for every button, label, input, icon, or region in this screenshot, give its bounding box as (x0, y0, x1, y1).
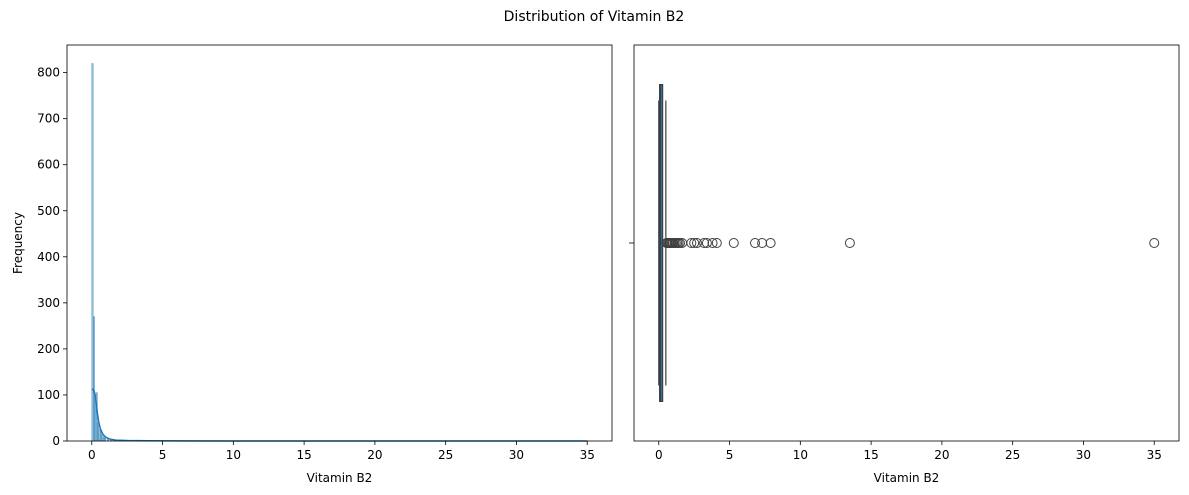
boxplot-x-tick-label: 0 (655, 448, 663, 462)
boxplot-x-ticks: 0 5 10 15 20 25 30 35 (655, 441, 1162, 462)
histogram-x-tick-label: 20 (367, 448, 382, 462)
boxplot-outlier (750, 238, 761, 248)
boxplot-panel: 0 5 10 15 20 25 30 35 Vitamin B2 (629, 44, 1180, 485)
histogram-y-tick-label: 200 (37, 342, 60, 356)
boxplot-outlier (689, 238, 700, 248)
histogram-bar (100, 431, 102, 442)
boxplot-outlier (728, 238, 739, 248)
histogram-x-tick-label: 25 (438, 448, 453, 462)
histogram-bar (98, 429, 101, 442)
histogram-y-tick-label: 700 (37, 112, 60, 126)
histogram-x-axis-label: Vitamin B2 (307, 471, 373, 485)
histogram-y-tick-label: 800 (37, 66, 60, 80)
histogram-x-tick-label: 15 (296, 448, 311, 462)
histogram-bars (91, 63, 143, 442)
histogram-y-tick-label: 0 (52, 434, 60, 448)
histogram-y-tick-label: 100 (37, 388, 60, 402)
boxplot-x-tick-label: 30 (1076, 448, 1091, 462)
kde-line (91, 388, 588, 442)
histogram-axes-frame (66, 44, 613, 442)
histogram-bar (102, 437, 105, 442)
boxplot-x-tick-label: 25 (1005, 448, 1020, 462)
boxplot-x-axis-label: Vitamin B2 (874, 471, 940, 485)
boxplot-outliers (661, 238, 1160, 248)
boxplot-outlier (691, 238, 702, 248)
histogram-y-tick-label: 400 (37, 250, 60, 264)
figure-suptitle: Distribution of Vitamin B2 (504, 9, 685, 25)
histogram-x-ticks: 0 5 10 15 20 25 30 35 (88, 441, 595, 462)
histogram-bar (91, 63, 94, 442)
histogram-y-tick-label: 600 (37, 158, 60, 172)
boxplot-outlier (765, 238, 776, 248)
histogram-x-tick-label: 30 (509, 448, 524, 462)
boxplot-x-tick-label: 10 (793, 448, 808, 462)
histogram-x-tick-label: 5 (159, 448, 167, 462)
boxplot-outlier (711, 238, 722, 248)
histogram-x-tick-label: 0 (88, 448, 96, 462)
histogram-panel: 0 5 10 15 20 25 30 35 0 100 200 300 400 500 600 700 800… (11, 44, 613, 485)
histogram-y-ticks: 0 100 200 300 400 500 600 700 800 (37, 66, 67, 448)
boxplot-axes-frame (633, 44, 1180, 442)
histogram-x-tick-label: 35 (580, 448, 595, 462)
histogram-y-axis-label: Frequency (11, 212, 25, 274)
boxplot-outlier (699, 238, 710, 248)
boxplot-x-tick-label: 5 (726, 448, 734, 462)
boxplot-outlier (686, 238, 697, 248)
histogram-x-tick-label: 10 (226, 448, 241, 462)
histogram-bar (93, 316, 95, 442)
histogram-bar (101, 435, 104, 442)
histogram-y-tick-label: 500 (37, 204, 60, 218)
boxplot-outlier (701, 238, 712, 248)
boxplot-outlier (844, 238, 855, 248)
boxplot-outlier (757, 238, 768, 248)
histogram-bar (97, 422, 100, 442)
boxplot-x-tick-label: 20 (934, 448, 949, 462)
boxplot-outlier (707, 238, 718, 248)
boxplot-x-tick-label: 35 (1147, 448, 1162, 462)
boxplot-outlier (1149, 238, 1160, 248)
histogram-bar (104, 438, 107, 442)
boxplot-x-tick-label: 15 (863, 448, 878, 462)
histogram-y-tick-label: 300 (37, 296, 60, 310)
